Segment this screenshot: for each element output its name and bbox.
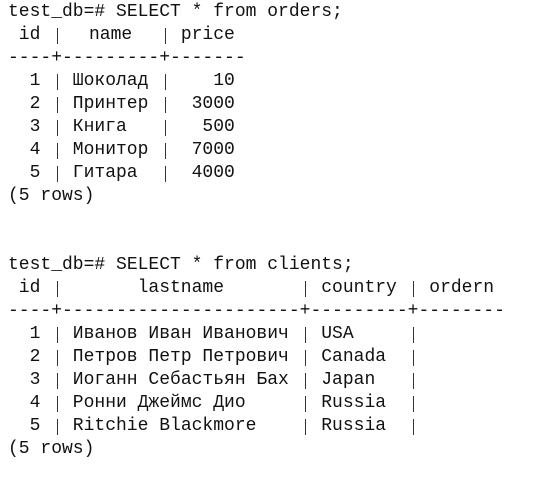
terminal: test_db=# SELECT * from orders; id name pri… <box>8 0 543 481</box>
cell: lastname <box>137 278 225 298</box>
column-divider <box>164 143 166 159</box>
data-row: 2 Принтер 3000 <box>8 93 543 116</box>
cell: Japan <box>321 370 376 390</box>
cell: id <box>18 278 41 298</box>
cell: Монитор <box>72 140 149 160</box>
column-divider <box>413 373 415 389</box>
command: test_db=# SELECT * from orders; <box>8 2 343 22</box>
cell: Принтер <box>72 94 149 114</box>
separator-row: ----+---------+------- <box>8 47 543 70</box>
cell: ordern <box>429 278 495 298</box>
column-divider <box>305 373 307 389</box>
cell: name <box>88 25 133 45</box>
command: test_db=# SELECT * from clients; <box>8 255 354 275</box>
footer-line: (5 rows) <box>8 438 543 461</box>
column-divider <box>164 120 166 136</box>
separator: ----+---------+------- <box>8 48 246 68</box>
command-line: test_db=# SELECT * from orders; <box>8 1 543 24</box>
column-divider <box>56 396 58 412</box>
cell: Ritchie Blackmore <box>72 416 257 436</box>
data-row: 4 Монитор 7000 <box>8 139 543 162</box>
data-row: 3 Книга 500 <box>8 116 543 139</box>
cell: 7000 <box>191 140 235 160</box>
header-row: id name price <box>8 24 543 47</box>
cell: 5 <box>29 163 41 183</box>
header-row: id lastname country ordern <box>8 277 543 300</box>
column-divider <box>305 396 307 412</box>
column-divider <box>305 350 307 366</box>
cell: 1 <box>29 71 41 91</box>
cell: Петров Петр Петрович <box>72 347 289 367</box>
column-divider <box>305 419 307 435</box>
data-row: 3 Иоганн Себастьян Бах Japan <box>8 369 543 392</box>
column-divider <box>164 97 166 113</box>
cell: 5 <box>29 416 41 436</box>
cell: 10 <box>213 71 235 91</box>
cell: Canada <box>321 347 387 367</box>
column-divider <box>56 281 58 297</box>
column-divider <box>56 350 58 366</box>
cell: Книга <box>72 117 127 137</box>
cell: 3 <box>29 117 41 137</box>
column-divider <box>56 327 58 343</box>
column-divider <box>56 120 58 136</box>
column-divider <box>56 143 58 159</box>
cell: id <box>18 25 41 45</box>
cell: country <box>321 278 397 298</box>
cell: 4 <box>29 393 41 413</box>
column-divider <box>413 350 415 366</box>
cell: Russia <box>321 416 387 436</box>
data-row: 1 Шоколад 10 <box>8 70 543 93</box>
cell: Иоганн Себастьян Бах <box>72 370 289 390</box>
column-divider <box>413 396 415 412</box>
column-divider <box>56 166 58 182</box>
column-divider <box>56 419 58 435</box>
cell: 1 <box>29 324 41 344</box>
column-divider <box>56 74 58 90</box>
column-divider <box>413 327 415 343</box>
cell: 4000 <box>191 163 235 183</box>
cell: Шоколад <box>72 71 149 91</box>
cell: 2 <box>29 94 41 114</box>
column-divider <box>56 373 58 389</box>
cell: 500 <box>202 117 235 137</box>
column-divider <box>305 281 307 297</box>
data-row: 2 Петров Петр Петрович Canada <box>8 346 543 369</box>
data-row: 1 Иванов Иван Иванович USA <box>8 323 543 346</box>
command-line: test_db=# SELECT * from clients; <box>8 254 543 277</box>
data-row: 5 Ritchie Blackmore Russia <box>8 415 543 438</box>
cell: Гитара <box>72 163 138 183</box>
separator-row: ----+----------------------+---------+--… <box>8 300 543 323</box>
cell: USA <box>321 324 354 344</box>
cell: 3000 <box>191 94 235 114</box>
data-row: 5 Гитара 4000 <box>8 162 543 185</box>
row-count: (5 rows) <box>8 186 95 206</box>
column-divider <box>413 419 415 435</box>
cell: Russia <box>321 393 387 413</box>
footer-line: (5 rows) <box>8 185 543 208</box>
separator: ----+----------------------+---------+--… <box>8 301 505 321</box>
cell: 3 <box>29 370 41 390</box>
cell: 4 <box>29 140 41 160</box>
column-divider <box>164 28 166 44</box>
column-divider <box>164 166 166 182</box>
column-divider <box>164 74 166 90</box>
cell: Ронни Джеймс Дио <box>72 393 246 413</box>
column-divider <box>305 327 307 343</box>
column-divider <box>56 28 58 44</box>
cell: price <box>180 25 235 45</box>
data-row: 4 Ронни Джеймс Дио Russia <box>8 392 543 415</box>
column-divider <box>56 97 58 113</box>
cell: Иванов Иван Иванович <box>72 324 289 344</box>
column-divider <box>413 281 415 297</box>
row-count: (5 rows) <box>8 439 95 459</box>
cell: 2 <box>29 347 41 367</box>
